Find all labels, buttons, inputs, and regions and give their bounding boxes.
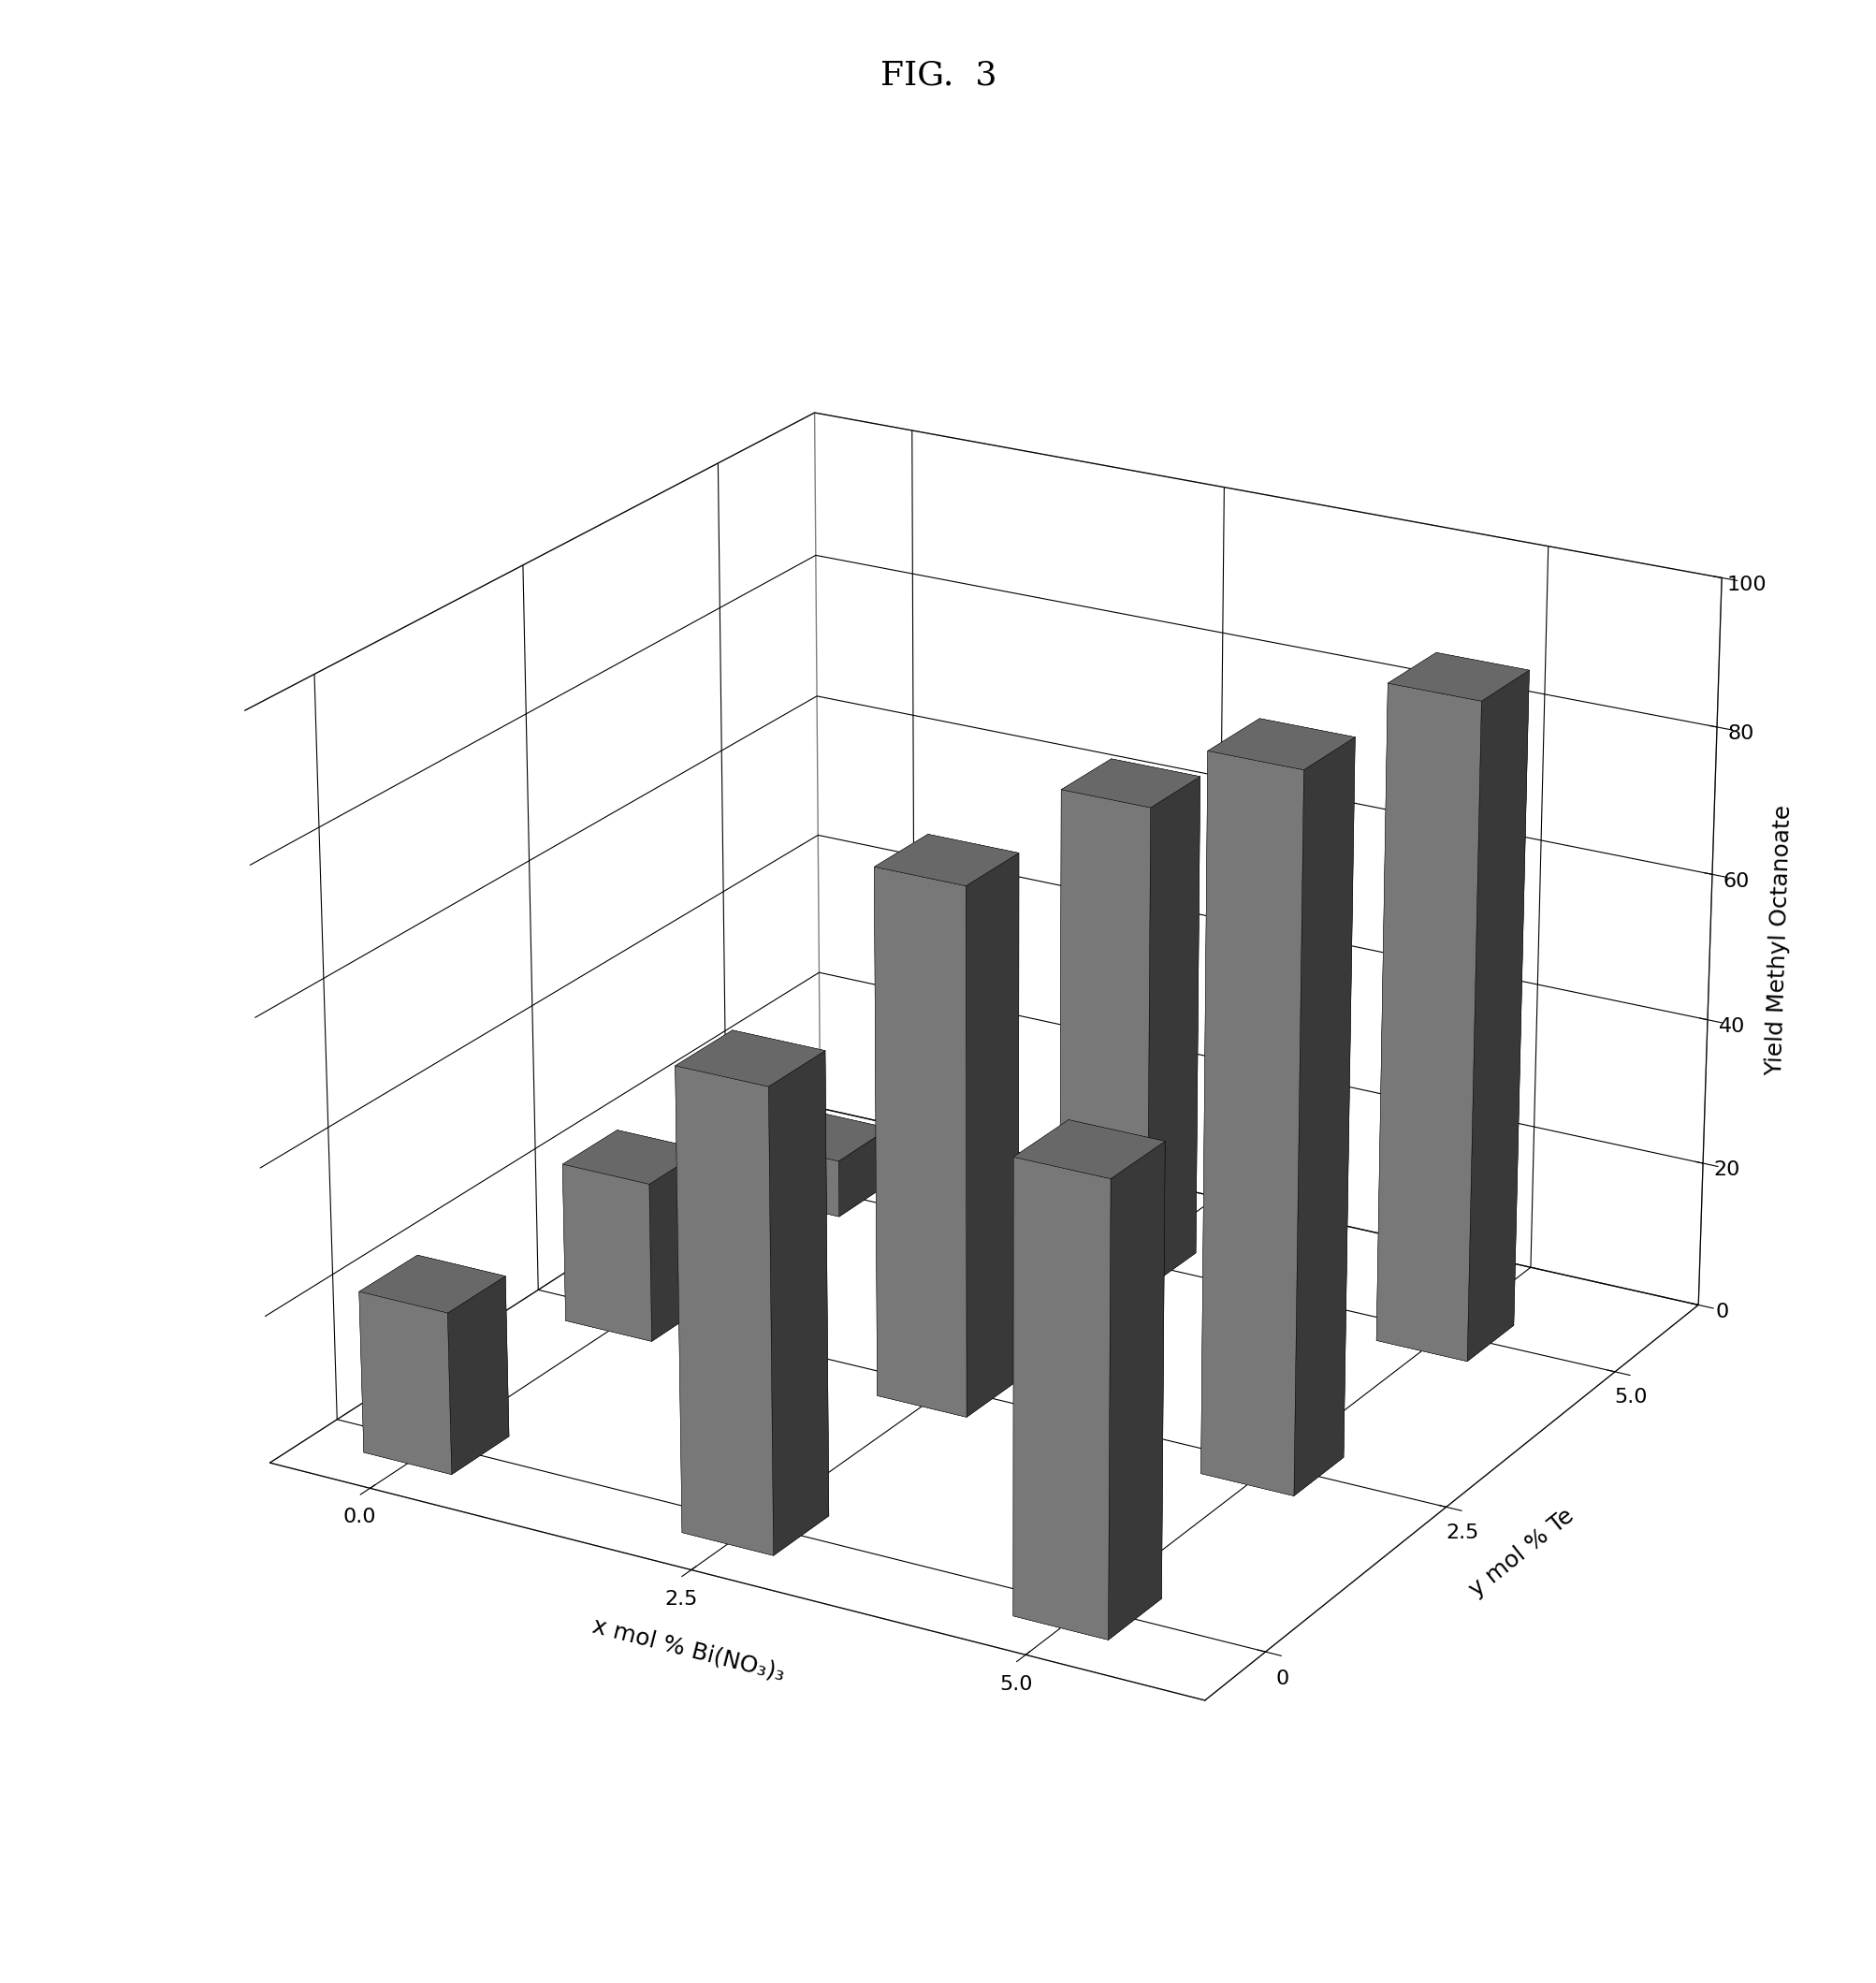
Y-axis label: y mol % Te: y mol % Te xyxy=(1465,1505,1578,1600)
X-axis label: x mol % Bi(NO₃)₃: x mol % Bi(NO₃)₃ xyxy=(591,1614,788,1686)
Text: FIG.  3: FIG. 3 xyxy=(880,59,996,91)
